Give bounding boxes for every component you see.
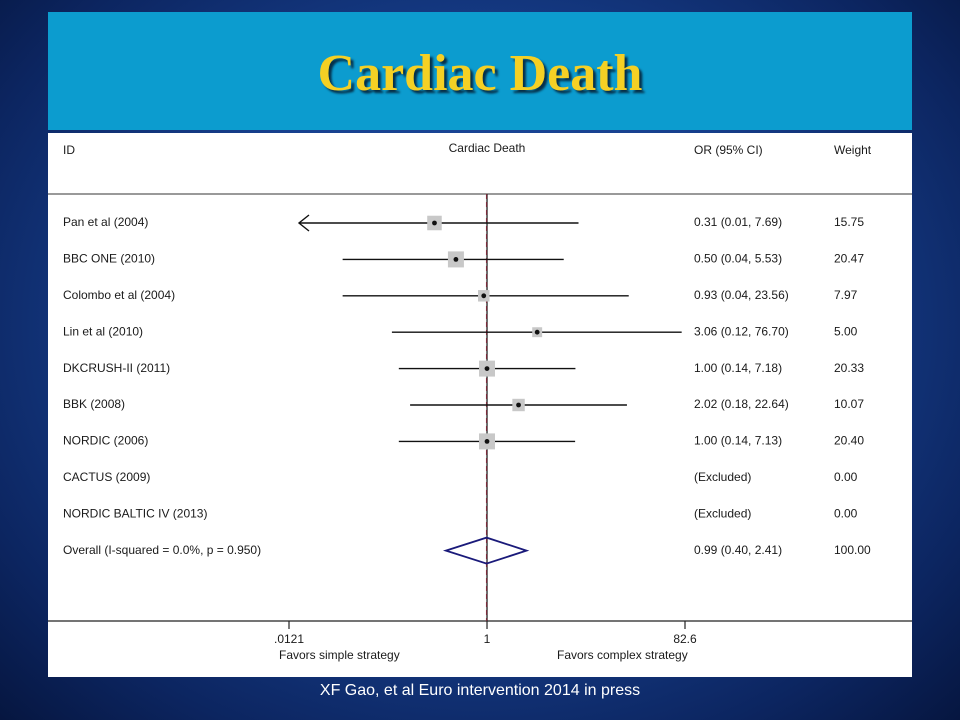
study-label: NORDIC (2006)	[63, 434, 148, 448]
study-label: BBC ONE (2010)	[63, 252, 155, 266]
favors-simple-label: Favors simple strategy	[279, 648, 400, 662]
overall-label: Overall (I-squared = 0.0%, p = 0.950)	[63, 543, 261, 557]
study-weight: 20.33	[834, 361, 864, 375]
study-weight: 20.40	[834, 434, 864, 448]
study-point	[453, 257, 459, 262]
x-tick-label: .0121	[274, 632, 304, 646]
study-point	[534, 329, 540, 335]
forest-plot: ID Cardiac Death OR (95% CI) Weight Pan et a…	[48, 141, 912, 662]
study-or-ci: 3.06 (0.12, 76.70)	[694, 324, 789, 338]
slide-title: Cardiac Death	[317, 45, 643, 102]
x-tick-label: 1	[484, 632, 491, 646]
favors-complex-label: Favors complex strategy	[557, 648, 688, 662]
study-weight: 0.00	[834, 506, 858, 520]
study-or-ci: 1.00 (0.14, 7.18)	[694, 361, 782, 375]
study-label: CACTUS (2009)	[63, 470, 150, 484]
study-weight: 10.07	[834, 397, 864, 411]
study-label: Pan et al (2004)	[63, 215, 148, 229]
study-or-ci: 0.31 (0.01, 7.69)	[694, 215, 782, 229]
study-or-ci: (Excluded)	[694, 506, 751, 520]
study-point	[484, 439, 490, 444]
citation: XF Gao, et al Euro intervention 2014 in …	[319, 682, 641, 699]
study-label: NORDIC BALTIC IV (2013)	[63, 506, 207, 520]
study-point	[481, 293, 487, 299]
study-or-ci: 2.02 (0.18, 22.64)	[694, 397, 789, 411]
header-id: ID	[63, 143, 75, 157]
study-point	[432, 220, 437, 226]
plot-title: Cardiac Death	[449, 141, 526, 155]
title-band: Cardiac Death	[48, 12, 912, 130]
study-weight: 5.00	[834, 324, 858, 338]
header-or-ci: OR (95% CI)	[694, 143, 763, 157]
study-or-ci: 0.93 (0.04, 23.56)	[694, 288, 789, 302]
study-label: Lin et al (2010)	[63, 324, 143, 338]
forest-plot-panel: ID Cardiac Death OR (95% CI) Weight Pan et a…	[48, 133, 912, 677]
study-or-ci: 1.00 (0.14, 7.13)	[694, 434, 782, 448]
study-weight: 20.47	[834, 252, 864, 266]
study-weight: 15.75	[834, 215, 864, 229]
study-label: BBK (2008)	[63, 397, 125, 411]
study-label: Colombo et al (2004)	[63, 288, 175, 302]
study-label: DKCRUSH-II (2011)	[63, 361, 170, 375]
study-or-ci: (Excluded)	[694, 470, 751, 484]
study-or-ci: 0.50 (0.04, 5.53)	[694, 252, 782, 266]
study-weight: 0.00	[834, 470, 858, 484]
overall-weight: 100.00	[834, 543, 871, 557]
study-ci-arrow	[297, 214, 310, 232]
study-point	[516, 402, 521, 408]
study-weight: 7.97	[834, 288, 858, 302]
study-point	[484, 366, 490, 371]
overall-or-ci: 0.99 (0.40, 2.41)	[694, 543, 782, 557]
header-weight: Weight	[834, 143, 872, 157]
overall-diamond	[442, 536, 530, 565]
x-tick-label: 82.6	[673, 632, 697, 646]
